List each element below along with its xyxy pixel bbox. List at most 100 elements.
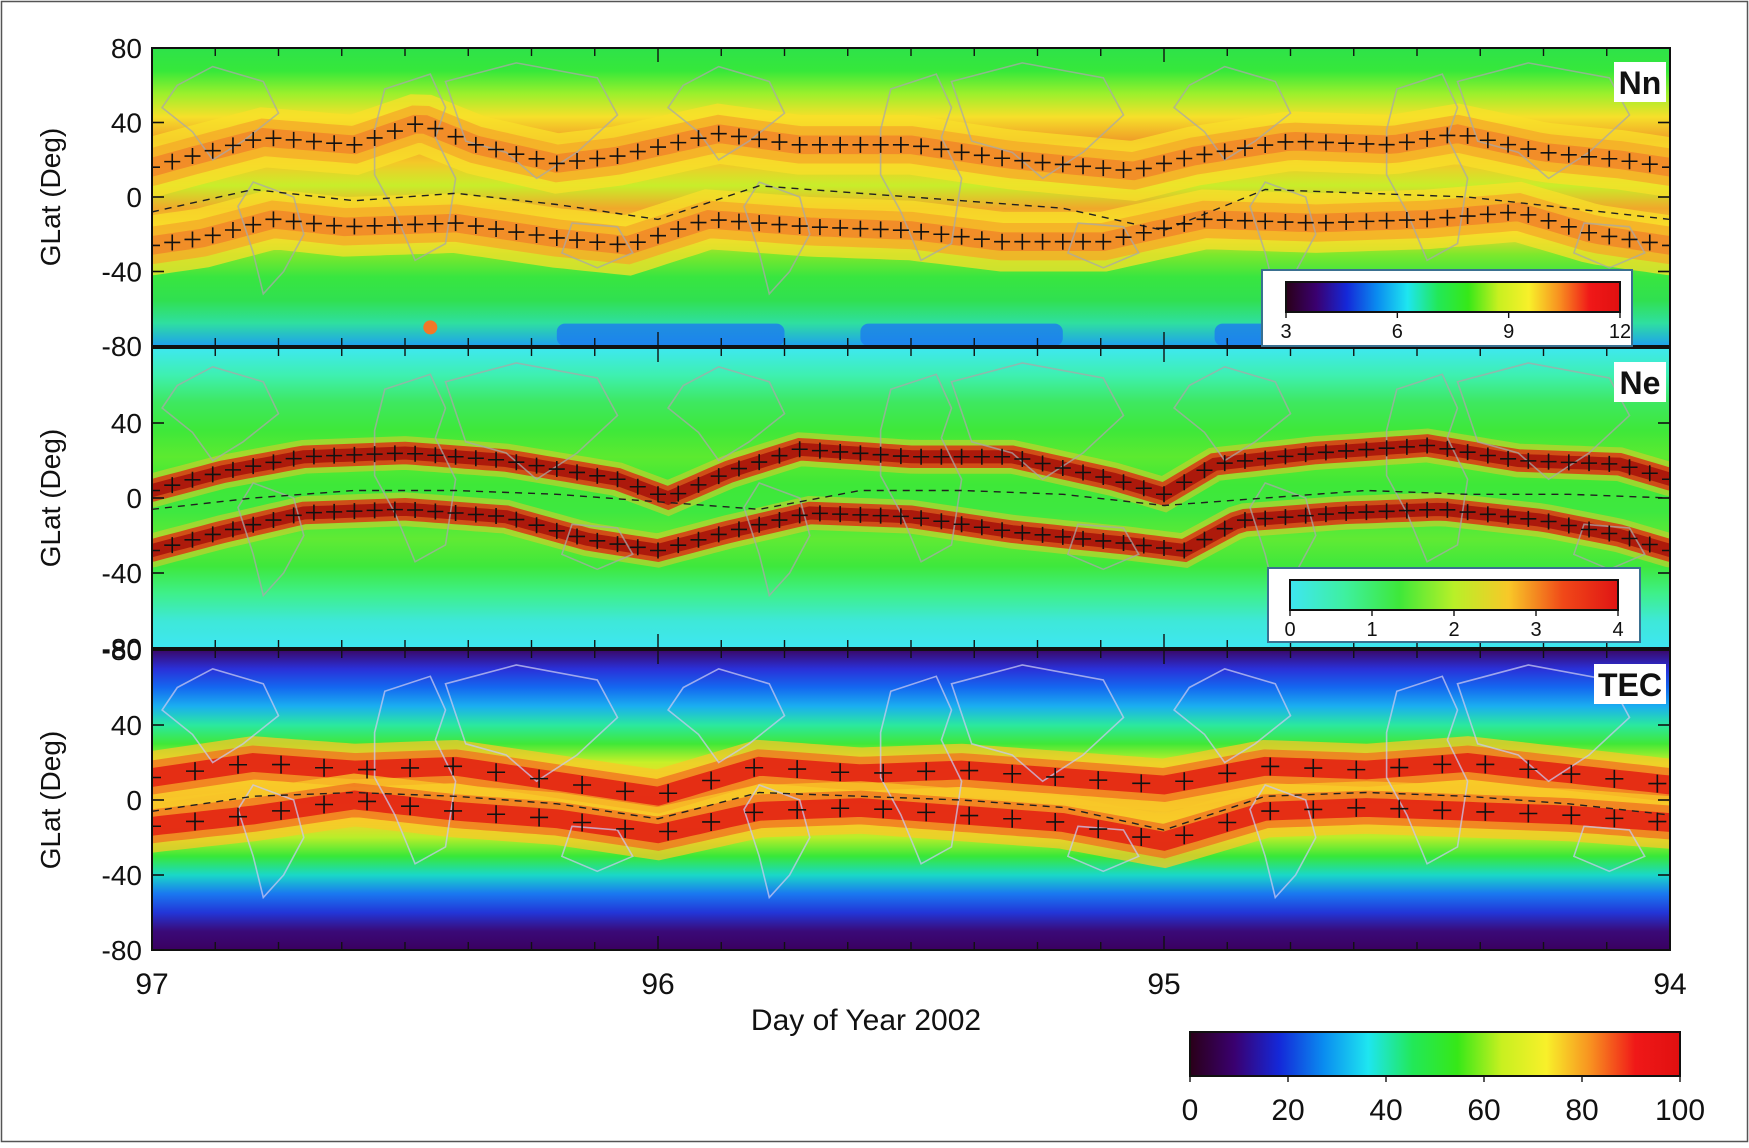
crest-north-marker xyxy=(184,148,201,165)
tec-crest-markers xyxy=(152,755,1670,847)
tec-ylabel: GLat (Deg) xyxy=(35,731,66,870)
crest-north-marker xyxy=(1439,127,1456,144)
crest-south-marker xyxy=(1621,530,1638,547)
land-outline xyxy=(1456,664,1631,783)
crest-south-marker xyxy=(1605,809,1624,828)
y-tick-label: -80 xyxy=(102,935,142,966)
crest-south-marker xyxy=(589,234,606,251)
crest-north-marker xyxy=(488,451,505,468)
crest-south-marker xyxy=(1261,802,1280,821)
crest-north-marker xyxy=(1641,156,1658,173)
crest-north-marker xyxy=(272,755,291,774)
crest-north-marker xyxy=(1347,760,1366,779)
crest-north-marker xyxy=(1054,156,1071,173)
crest-north-marker xyxy=(1398,438,1415,455)
crest-north-marker xyxy=(1621,153,1638,170)
crest-south-marker xyxy=(358,792,377,811)
crest-north-marker xyxy=(1261,757,1280,776)
crest-south-marker xyxy=(386,217,403,234)
crest-south-marker xyxy=(670,221,687,238)
crest-south-marker xyxy=(164,537,181,554)
crest-north-marker xyxy=(1095,469,1112,485)
crest-south-marker xyxy=(1347,798,1366,817)
crest-north-marker xyxy=(265,130,282,147)
crest-south-marker xyxy=(1419,211,1436,228)
crest-south-marker xyxy=(447,505,464,521)
crest-north-marker xyxy=(528,150,545,167)
crest-north-marker xyxy=(487,763,506,782)
crest-south-marker xyxy=(1459,208,1476,225)
crest-north-marker xyxy=(1378,440,1395,457)
crest-south-marker xyxy=(1519,804,1538,823)
nn-panel-label-box: Nn xyxy=(1614,62,1666,102)
colorbar-gradient xyxy=(1289,579,1619,611)
crest-south-marker xyxy=(1540,212,1557,229)
panel-ne: 40 0 -40 -80 GLat (Deg) Ne 0 1 2 3 4 xyxy=(35,347,1671,664)
land-outline xyxy=(161,65,280,161)
land-outline xyxy=(1066,523,1140,571)
panel-label-background xyxy=(1614,62,1666,102)
crest-north-marker xyxy=(994,448,1011,465)
crest-north-marker xyxy=(702,771,721,790)
crest-north-marker xyxy=(659,784,678,803)
y-tick-label: -80 xyxy=(102,331,142,362)
crest-north-marker xyxy=(1459,127,1476,144)
crest-south-marker xyxy=(973,231,990,248)
crest-south-marker xyxy=(569,232,586,249)
colorbar-tick-label: 4 xyxy=(1612,619,1623,641)
crest-north-marker xyxy=(1034,154,1051,171)
crest-north-marker xyxy=(164,153,181,170)
crest-south-marker xyxy=(1156,220,1172,237)
crest-north-marker xyxy=(892,136,909,153)
crest-north-marker xyxy=(1196,146,1213,163)
crest-south-marker xyxy=(670,537,687,554)
ne-colorbar: 0 1 2 3 4 xyxy=(1267,567,1641,643)
crest-south-marker xyxy=(1601,228,1618,245)
crest-north-marker xyxy=(953,448,970,465)
crest-south-marker xyxy=(831,799,850,818)
crest-south-marker xyxy=(609,236,626,253)
crest-north-marker xyxy=(285,450,302,467)
crest-north-marker xyxy=(164,477,181,494)
crest-north-marker xyxy=(751,131,768,148)
crest-south-marker xyxy=(1176,542,1193,559)
crest-north-marker xyxy=(690,130,707,147)
crest-north-marker xyxy=(811,442,828,459)
land-outline xyxy=(667,65,786,161)
crest-north-marker xyxy=(427,447,444,464)
colorbar-tick-label: 80 xyxy=(1565,1094,1598,1127)
nn-crest-markers xyxy=(152,116,1670,254)
crest-north-marker xyxy=(1641,465,1658,482)
crest-south-marker xyxy=(730,213,747,230)
crest-north-marker xyxy=(994,150,1011,167)
crest-north-marker xyxy=(771,447,788,464)
colorbar-tick-label: 3 xyxy=(1530,619,1541,641)
crest-north-marker xyxy=(315,758,334,777)
crest-north-marker xyxy=(1378,136,1395,153)
crest-north-marker xyxy=(751,454,768,471)
crest-south-marker xyxy=(548,229,565,246)
crest-north-marker xyxy=(245,132,262,149)
land-outline xyxy=(161,667,280,764)
panel-nn: 80 40 0 -40 -80 GLat (Deg) Nn 3 6 9 12 xyxy=(35,33,1671,362)
crest-north-marker xyxy=(569,464,586,481)
crest-south-marker xyxy=(832,506,849,523)
crest-south-marker xyxy=(1196,531,1213,548)
nn-ylabel: GLat (Deg) xyxy=(35,128,66,267)
crest-south-marker xyxy=(1297,507,1314,524)
crest-south-marker xyxy=(872,507,889,524)
crest-south-marker xyxy=(771,512,788,529)
crest-north-marker xyxy=(1601,150,1618,167)
crest-north-marker xyxy=(1196,462,1213,479)
crest-north-marker xyxy=(1277,133,1294,150)
crest-north-marker xyxy=(1236,140,1253,157)
crest-south-marker xyxy=(444,801,463,820)
land-outline xyxy=(743,181,811,296)
crest-north-marker xyxy=(1439,440,1456,457)
crest-south-marker xyxy=(305,504,322,521)
crest-south-marker xyxy=(315,795,334,814)
y-tick-label: -80 xyxy=(102,635,142,666)
crest-south-marker xyxy=(272,801,291,820)
tec-colorbar: 0 20 40 60 80 100 xyxy=(1182,1031,1705,1127)
colorbar-gradient xyxy=(1285,281,1621,313)
